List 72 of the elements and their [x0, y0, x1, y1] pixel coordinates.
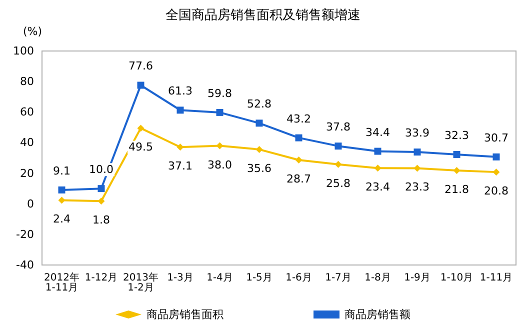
x-tick-label: 2012年 1-11月: [44, 272, 80, 294]
legend-label: 商品房销售面积: [146, 308, 224, 321]
point: [137, 82, 144, 89]
y-axis-title: (%): [22, 25, 42, 38]
point: [216, 142, 224, 150]
data-label: 23.3: [405, 180, 430, 194]
point: [492, 153, 500, 160]
point: [492, 168, 500, 176]
point: [216, 108, 224, 116]
y-tick-label: 100: [13, 44, 34, 58]
y-tick-label: 20: [20, 166, 34, 180]
data-label: 23.4: [366, 180, 390, 194]
data-label: 61.3: [168, 84, 192, 98]
point: [98, 185, 105, 192]
data-label: 35.6: [247, 162, 272, 175]
point: [453, 167, 460, 174]
data-label: 28.7: [286, 172, 311, 186]
point: [374, 164, 382, 172]
data-label: 10.0: [89, 163, 114, 176]
point: [334, 142, 342, 150]
data-label: 43.2: [286, 112, 311, 126]
data-label: 59.8: [208, 86, 232, 100]
y-tick-label: 0: [27, 197, 34, 210]
data-label: 20.8: [484, 184, 508, 198]
x-tick-label: 1-10月: [440, 272, 474, 284]
point: [453, 150, 460, 158]
point: [58, 186, 66, 194]
data-label: 21.8: [444, 183, 469, 196]
data-label: 49.5: [128, 140, 153, 154]
x-tick-label: 2013年 1-2月: [123, 272, 158, 294]
data-label: 2.4: [53, 212, 70, 226]
x-tick-label: 1-8月: [364, 272, 391, 284]
point: [176, 106, 184, 114]
data-label: 52.8: [247, 98, 272, 111]
y-tick-label: 60: [20, 106, 34, 119]
data-label: 34.4: [366, 126, 390, 139]
y-tick-label: 40: [20, 136, 34, 150]
point: [98, 198, 105, 205]
data-label: 33.9: [405, 126, 430, 140]
data-label: 38.0: [208, 158, 232, 172]
data-label: 77.6: [128, 60, 153, 73]
x-tick-label: 1-3月: [167, 272, 194, 284]
data-label: 30.7: [484, 131, 508, 144]
legend-label: 商品房销售额: [344, 308, 410, 321]
x-tick-label: 1-4月: [206, 272, 233, 284]
data-label: 37.8: [326, 120, 350, 134]
point: [374, 148, 382, 155]
chart-title: 全国商品房销售面积及销售额增速: [166, 7, 360, 23]
x-tick-label: 1-5月: [246, 272, 272, 284]
point: [176, 144, 184, 151]
point: [414, 164, 421, 172]
point: [334, 160, 342, 168]
point: [295, 156, 302, 164]
y-tick-label: -20: [16, 228, 34, 241]
point: [256, 146, 263, 153]
point: [414, 148, 421, 156]
y-tick-label: 80: [20, 75, 34, 88]
data-label: 1.8: [92, 214, 110, 227]
point: [295, 134, 302, 142]
data-label: 9.1: [53, 164, 70, 178]
x-tick-label: 1-12月: [84, 272, 118, 284]
point: [137, 124, 144, 132]
data-label: 37.1: [168, 160, 192, 173]
y-tick-label: -40: [16, 258, 34, 272]
point: [256, 120, 263, 127]
x-tick-label: 1-7月: [325, 272, 352, 284]
x-tick-label: 1-11月: [480, 272, 513, 284]
x-tick-label: 1-6月: [286, 272, 312, 284]
point: [58, 196, 66, 204]
data-label: 32.3: [444, 128, 469, 142]
x-tick-label: 1-9月: [404, 272, 430, 284]
data-label: 25.8: [326, 176, 350, 190]
